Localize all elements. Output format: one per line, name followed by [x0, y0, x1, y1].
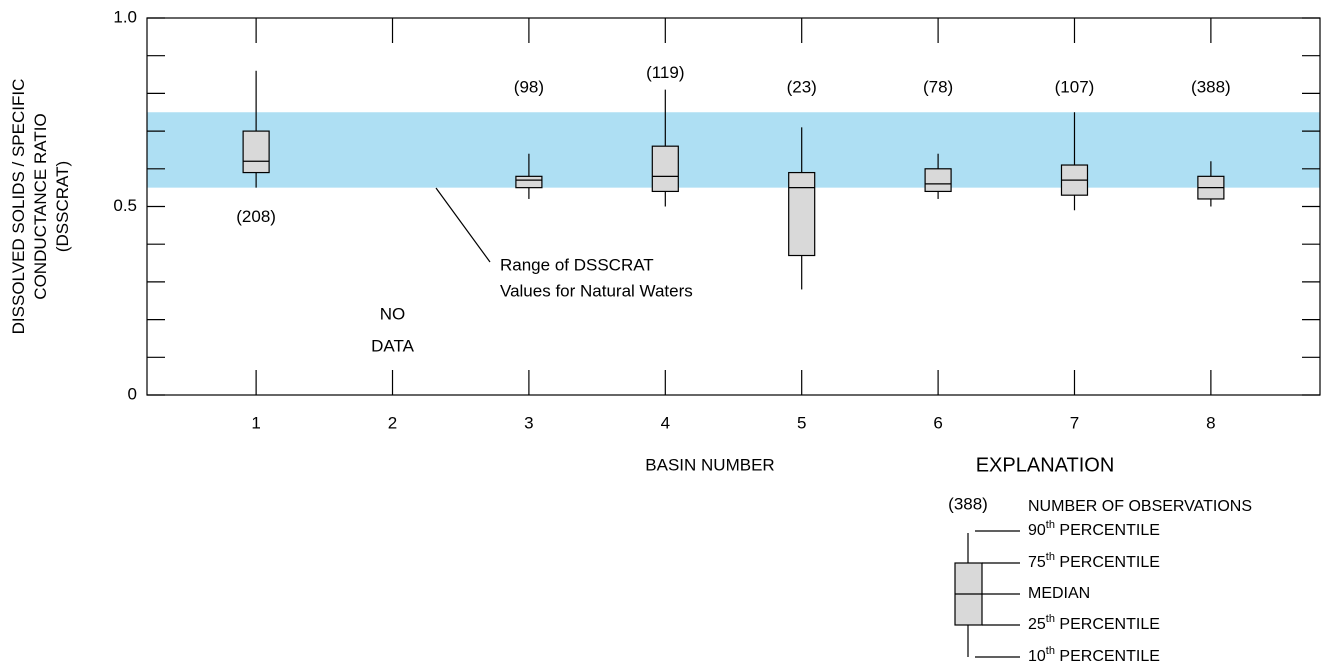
- legend-sample: [954, 530, 1020, 658]
- x-tick-label: 1: [251, 413, 260, 432]
- y-axis-label: DISSOLVED SOLIDS / SPECIFIC CONDUCTANCE R…: [9, 79, 72, 335]
- box: [924, 168, 952, 193]
- x-tick-label: 3: [524, 413, 533, 432]
- count-label: (119): [646, 63, 684, 82]
- legend-entry: MEDIAN: [1028, 585, 1090, 602]
- legend-text: PERCENTILE: [1055, 522, 1160, 539]
- x-tick-label: 5: [797, 413, 806, 432]
- box: [515, 175, 543, 189]
- plot-frame: [146, 17, 1321, 396]
- band-label: Values for Natural Waters: [500, 281, 693, 300]
- no-data-label: NO: [380, 304, 406, 323]
- y-tick-label: 1.0: [113, 7, 137, 26]
- box: [788, 171, 816, 257]
- count-label: (107): [1055, 77, 1095, 96]
- natural-range-band: [147, 112, 1320, 188]
- count-label: (98): [514, 77, 544, 96]
- legend-text: PERCENTILE: [1055, 648, 1160, 665]
- legend-entry: 10th PERCENTILE: [1028, 645, 1160, 665]
- y-axis-label-line: DISSOLVED SOLIDS / SPECIFIC: [9, 79, 28, 335]
- legend-suffix: th: [1046, 645, 1055, 657]
- legend-count-text: NUMBER OF OBSERVATIONS: [1028, 498, 1252, 515]
- legend-suffix: th: [1046, 613, 1055, 625]
- band-label: Range of DSSCRAT: [500, 255, 654, 274]
- x-tick-label: 8: [1206, 413, 1215, 432]
- legend-number: 75: [1028, 554, 1046, 571]
- y-tick-label: 0.5: [113, 196, 137, 215]
- legend-number: 10: [1028, 648, 1046, 665]
- legend-entry: 25th PERCENTILE: [1028, 613, 1160, 633]
- y-axis-label-line: CONDUCTANCE RATIO: [31, 113, 50, 299]
- count-label: (78): [923, 77, 953, 96]
- y-axis-label-line: (DSSCRAT): [53, 161, 72, 252]
- legend-suffix: th: [1046, 519, 1055, 531]
- y-tick-label: 0: [128, 384, 137, 403]
- legend-count-label: (388): [948, 494, 988, 513]
- count-label: (388): [1191, 77, 1231, 96]
- x-tick-label: 7: [1070, 413, 1079, 432]
- x-tick-label: 4: [661, 413, 670, 432]
- count-label: (208): [236, 207, 276, 226]
- count-label: (23): [787, 77, 817, 96]
- annotation-leader: [435, 187, 491, 263]
- legend-title: EXPLANATION: [976, 454, 1115, 476]
- legend-entry: 90th PERCENTILE: [1028, 519, 1160, 539]
- legend-text: PERCENTILE: [1055, 554, 1160, 571]
- no-data-label: DATA: [371, 336, 414, 355]
- x-tick-label: 6: [933, 413, 942, 432]
- box: [242, 130, 270, 174]
- legend-suffix: th: [1046, 551, 1055, 563]
- legend-number: 90: [1028, 522, 1046, 539]
- legend-text: MEDIAN: [1028, 585, 1090, 602]
- legend-number: 25: [1028, 616, 1046, 633]
- x-tick-label: 2: [388, 413, 397, 432]
- box: [651, 145, 679, 193]
- x-axis-label: BASIN NUMBER: [645, 455, 774, 474]
- legend-text: PERCENTILE: [1055, 616, 1160, 633]
- legend-entry: 75th PERCENTILE: [1028, 551, 1160, 571]
